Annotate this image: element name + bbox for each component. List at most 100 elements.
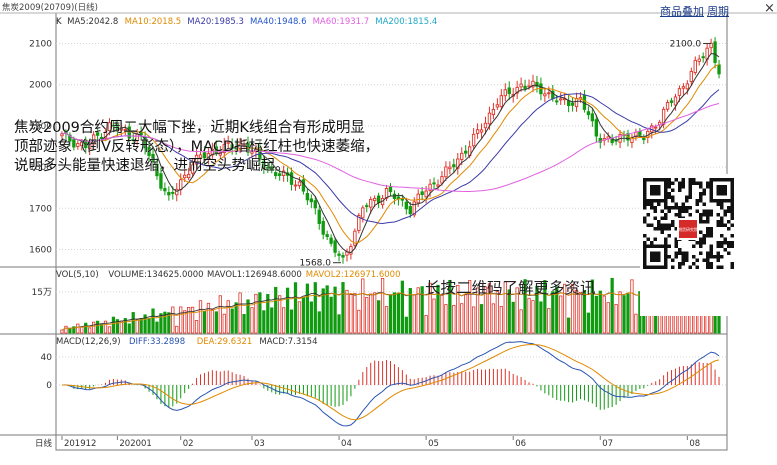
qr-module xyxy=(643,220,647,224)
qr-module xyxy=(730,216,734,220)
candle-body xyxy=(317,209,321,224)
volume-bar xyxy=(171,306,175,334)
qr-module xyxy=(727,227,731,231)
qr-module xyxy=(681,178,685,182)
qr-module xyxy=(709,209,713,213)
candle-body xyxy=(424,190,428,198)
volume-bar xyxy=(305,283,310,334)
candle-body xyxy=(372,197,377,202)
qr-module xyxy=(727,244,731,248)
candle-body xyxy=(123,129,127,131)
volume-bar xyxy=(483,286,488,334)
qr-code[interactable]: 期货研究院 xyxy=(640,174,738,316)
volume-bar xyxy=(365,296,369,334)
volume-legend-2: MAVOL1:126948.6000 xyxy=(207,270,302,280)
volume-bar xyxy=(388,294,393,334)
qr-module xyxy=(709,265,713,269)
qr-module xyxy=(709,251,713,255)
qr-module xyxy=(671,195,675,199)
kline-legend-2: MA10:2018.5 xyxy=(125,17,182,27)
qr-module xyxy=(723,209,727,213)
volume-bar xyxy=(179,306,183,334)
qr-logo xyxy=(679,220,697,238)
volume-bar xyxy=(163,311,167,334)
overlay-button[interactable]: 商品叠加 xyxy=(660,5,704,18)
qr-module xyxy=(681,255,685,259)
period-button[interactable]: 周期 xyxy=(707,5,729,18)
candle-body xyxy=(333,240,337,253)
qr-module xyxy=(667,192,671,196)
volume-bar xyxy=(135,319,139,334)
volume-bar xyxy=(210,309,215,334)
candle-body xyxy=(420,191,424,195)
candle-body xyxy=(464,150,468,154)
close-icon[interactable]: × xyxy=(764,1,775,16)
qr-module xyxy=(702,234,706,238)
qr-module xyxy=(650,241,654,245)
qr-module xyxy=(709,262,713,266)
volume-bar xyxy=(147,317,151,334)
candle-body xyxy=(325,234,329,237)
volume-bar xyxy=(309,301,313,334)
candle-body xyxy=(507,87,511,95)
candle-body xyxy=(183,174,187,179)
candle-body xyxy=(198,154,203,159)
x-axis-label: 202001 xyxy=(119,439,151,449)
qr-module xyxy=(730,244,734,248)
volume-bar xyxy=(345,289,349,334)
kline-legend-1: MA5:2042.8 xyxy=(67,17,118,27)
qr-module xyxy=(716,202,720,206)
candle-body xyxy=(313,200,317,209)
candle-body xyxy=(321,220,325,235)
volume-bar xyxy=(511,301,515,334)
candle-body xyxy=(297,181,302,187)
qr-finder-center xyxy=(716,185,727,196)
volume-bar xyxy=(317,311,321,334)
qr-module xyxy=(699,237,703,241)
qr-module xyxy=(657,223,661,227)
qr-module xyxy=(653,237,657,241)
qr-module xyxy=(667,209,671,213)
volume-bar xyxy=(404,316,408,334)
qr-module xyxy=(664,213,668,217)
qr-module xyxy=(674,202,678,206)
volume-bar xyxy=(246,299,250,334)
volume-bar xyxy=(408,288,412,334)
qr-module xyxy=(709,255,713,259)
high-label: 2100.0 xyxy=(670,39,702,49)
candle-body xyxy=(471,133,476,147)
candle-body xyxy=(262,160,266,169)
volume-bar xyxy=(151,308,155,334)
volume-bar xyxy=(198,300,203,334)
ma-line-ma10 xyxy=(61,64,720,244)
volume-legend-1: VOLUME:134625.0000 xyxy=(108,270,203,280)
candle-body xyxy=(107,122,112,131)
qr-module xyxy=(723,213,727,217)
x-axis-label: 03 xyxy=(254,439,265,449)
volume-bar xyxy=(250,307,254,334)
qr-module xyxy=(688,188,692,192)
x-axis-label: 02 xyxy=(183,439,194,449)
candle-body xyxy=(341,255,345,258)
qr-module xyxy=(657,202,661,206)
qr-module xyxy=(702,202,706,206)
qr-module xyxy=(692,244,696,248)
volume-bar xyxy=(353,293,357,334)
macd-legend-1: DIFF:33.2898 xyxy=(129,337,185,347)
x-axis-label: 04 xyxy=(341,439,352,449)
candle-body xyxy=(226,141,230,144)
qr-module xyxy=(716,213,720,217)
qr-module xyxy=(688,213,692,217)
qr-module xyxy=(674,251,678,255)
qr-module xyxy=(720,223,724,227)
candle-body xyxy=(353,230,357,246)
qr-module xyxy=(727,206,731,210)
candle-body xyxy=(444,166,448,178)
candle-body xyxy=(487,112,492,125)
qr-module xyxy=(699,241,703,245)
volume-bar xyxy=(115,319,120,334)
candle-body xyxy=(131,138,135,141)
volume-legend-3: MAVOL2:126971.6000 xyxy=(306,270,401,280)
candle-body xyxy=(685,83,690,90)
